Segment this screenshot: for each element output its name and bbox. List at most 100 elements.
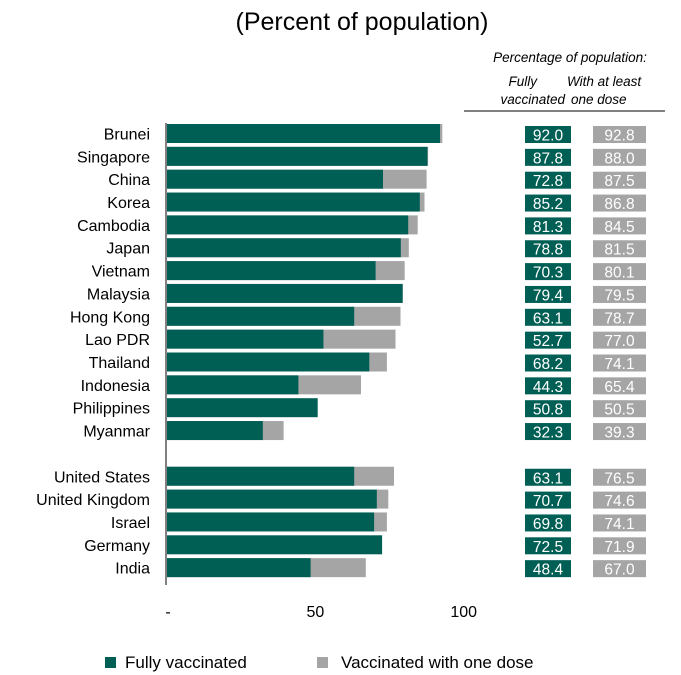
value-box-fully-vaccinated xyxy=(525,308,571,326)
value-label-one-dose: 39.3 xyxy=(604,425,634,442)
value-box-one-dose xyxy=(593,491,646,509)
value-label-one-dose: 76.5 xyxy=(604,470,634,487)
value-box-fully-vaccinated xyxy=(525,491,571,509)
value-box-fully-vaccinated xyxy=(525,285,571,303)
value-box-fully-vaccinated xyxy=(525,263,571,281)
table-col1-header-line1: Fully xyxy=(508,74,538,89)
value-box-fully-vaccinated xyxy=(525,537,571,555)
legend-label-one-dose: Vaccinated with one dose xyxy=(341,653,533,672)
value-label-fully-vaccinated: 32.3 xyxy=(533,425,563,442)
category-label: Vietnam xyxy=(92,264,150,281)
bar-fully-vaccinated xyxy=(167,535,383,555)
category-label: Korea xyxy=(107,195,150,212)
value-box-fully-vaccinated xyxy=(525,217,571,235)
bar-fully-vaccinated xyxy=(167,398,318,418)
value-label-one-dose: 84.5 xyxy=(604,219,634,236)
category-labels: Brunei Singapore China Korea Cambodia Japan Vi… xyxy=(36,127,151,578)
value-label-fully-vaccinated: 70.3 xyxy=(533,265,563,282)
value-box-fully-vaccinated xyxy=(525,423,571,441)
value-box-fully-vaccinated xyxy=(525,377,571,395)
value-box-one-dose xyxy=(593,423,646,441)
bar-fully-vaccinated xyxy=(167,192,420,212)
value-box-one-dose xyxy=(593,331,646,349)
category-label: Germany xyxy=(84,538,150,555)
value-label-fully-vaccinated: 78.8 xyxy=(533,242,563,259)
value-box-one-dose xyxy=(593,560,646,578)
value-label-one-dose: 71.9 xyxy=(604,539,634,556)
table-col2-header-line2: one dose xyxy=(571,92,627,107)
legend-swatch-fully-vaccinated xyxy=(105,657,116,668)
category-label: China xyxy=(108,172,150,189)
value-box-one-dose xyxy=(593,468,646,486)
value-label-one-dose: 77.0 xyxy=(604,333,635,350)
value-box-fully-vaccinated xyxy=(525,331,571,349)
x-axis-ticks: - 50 100 xyxy=(165,604,477,621)
value-label-fully-vaccinated: 85.2 xyxy=(533,196,563,213)
bars-layer xyxy=(167,124,443,578)
value-box-one-dose xyxy=(593,171,646,189)
bar-fully-vaccinated xyxy=(167,261,376,281)
value-box-fully-vaccinated xyxy=(525,148,571,166)
bar-fully-vaccinated xyxy=(167,558,311,578)
bar-fully-vaccinated xyxy=(167,215,409,235)
category-label: Thailand xyxy=(89,355,150,372)
value-label-fully-vaccinated: 63.1 xyxy=(533,470,563,487)
value-label-fully-vaccinated: 48.4 xyxy=(533,562,564,579)
table-col2-header-line1: With at least xyxy=(567,74,642,89)
value-label-fully-vaccinated: 81.3 xyxy=(533,219,563,236)
legend-label-fully-vaccinated: Fully vaccinated xyxy=(125,653,247,672)
value-label-one-dose: 67.0 xyxy=(604,562,635,579)
value-box-fully-vaccinated xyxy=(525,560,571,578)
value-label-one-dose: 87.5 xyxy=(604,173,634,190)
value-box-one-dose xyxy=(593,240,646,258)
bar-fully-vaccinated xyxy=(167,489,377,509)
table-col1-header-line2: vaccinated xyxy=(500,92,565,107)
value-box-one-dose xyxy=(593,537,646,555)
value-label-one-dose: 74.1 xyxy=(604,516,634,533)
bar-fully-vaccinated xyxy=(167,466,355,486)
bar-fully-vaccinated xyxy=(167,352,370,372)
category-label: Myanmar xyxy=(83,424,150,441)
bar-fully-vaccinated xyxy=(167,283,403,303)
value-box-one-dose xyxy=(593,217,646,235)
category-label: United States xyxy=(54,469,150,486)
bar-fully-vaccinated xyxy=(167,375,299,395)
value-box-fully-vaccinated xyxy=(525,126,571,143)
value-label-one-dose: 92.8 xyxy=(604,128,634,145)
category-label: Philippines xyxy=(73,401,150,418)
value-label-fully-vaccinated: 69.8 xyxy=(533,516,563,533)
x-tick-label: 100 xyxy=(450,604,477,621)
value-box-fully-vaccinated xyxy=(525,240,571,258)
value-box-one-dose xyxy=(593,148,646,166)
value-label-one-dose: 88.0 xyxy=(604,150,635,167)
bar-fully-vaccinated xyxy=(167,421,263,441)
bar-fully-vaccinated xyxy=(167,238,401,258)
value-label-fully-vaccinated: 44.3 xyxy=(533,379,563,396)
value-label-one-dose: 81.5 xyxy=(604,242,634,259)
bar-fully-vaccinated xyxy=(167,124,440,143)
value-box-one-dose xyxy=(593,308,646,326)
value-box-one-dose xyxy=(593,194,646,212)
category-label: Japan xyxy=(106,241,150,258)
value-box-fully-vaccinated xyxy=(525,514,571,532)
value-label-one-dose: 80.1 xyxy=(604,265,634,282)
value-box-one-dose xyxy=(593,263,646,281)
bar-fully-vaccinated xyxy=(167,512,375,532)
value-label-one-dose: 78.7 xyxy=(604,310,634,327)
legend-swatch-one-dose xyxy=(317,657,328,668)
bar-fully-vaccinated xyxy=(167,146,428,166)
category-label: Lao PDR xyxy=(85,332,150,349)
value-box-fully-vaccinated xyxy=(525,194,571,212)
category-label: Cambodia xyxy=(77,218,150,235)
value-box-fully-vaccinated xyxy=(525,400,571,418)
value-label-fully-vaccinated: 92.0 xyxy=(533,128,564,145)
bar-fully-vaccinated xyxy=(167,306,355,326)
value-label-one-dose: 50.5 xyxy=(604,402,634,419)
value-label-fully-vaccinated: 70.7 xyxy=(533,493,563,510)
value-box-one-dose xyxy=(593,285,646,303)
value-label-fully-vaccinated: 52.7 xyxy=(533,333,563,350)
value-label-one-dose: 74.6 xyxy=(604,493,634,510)
value-box-fully-vaccinated xyxy=(525,354,571,372)
value-box-one-dose xyxy=(593,354,646,372)
